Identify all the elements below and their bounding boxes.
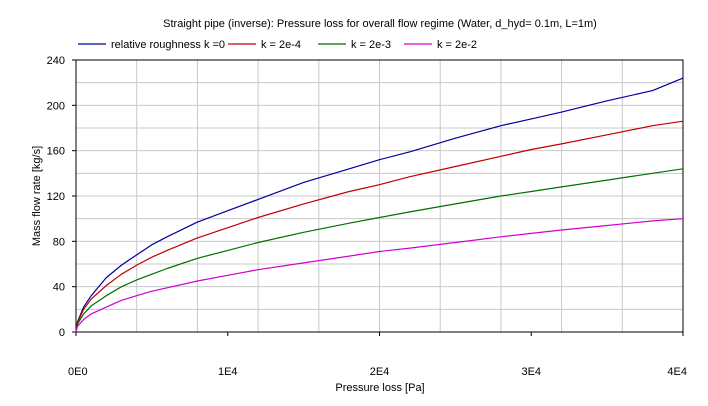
series-group bbox=[75, 77, 684, 333]
series-line-2 bbox=[75, 120, 684, 333]
x-axis-label: Pressure loss [Pa] bbox=[335, 382, 424, 394]
y-tick-label: 0 bbox=[59, 327, 65, 339]
y-tick-label: 120 bbox=[47, 191, 65, 203]
x-tick-label: 4E4 bbox=[667, 366, 687, 378]
legend-label: k = 2e-4 bbox=[261, 39, 301, 51]
series-line-1 bbox=[75, 77, 684, 333]
y-tick-label: 240 bbox=[47, 55, 65, 67]
legend-label: k = 2e-3 bbox=[351, 39, 391, 51]
y-axis-label: Mass flow rate [kg/s] bbox=[31, 146, 43, 246]
y-tick-label: 200 bbox=[47, 100, 65, 112]
series-line-3 bbox=[75, 168, 684, 333]
x-tick-label: 2E4 bbox=[370, 366, 390, 378]
y-tick-label: 160 bbox=[47, 146, 65, 158]
chart-title: Straight pipe (inverse): Pressure loss f… bbox=[163, 18, 597, 30]
x-tick-label: 3E4 bbox=[521, 366, 541, 378]
y-tick-label: 80 bbox=[53, 236, 65, 248]
grid bbox=[76, 60, 683, 332]
x-tick-label: 0E0 bbox=[68, 366, 88, 378]
series-line-4 bbox=[75, 218, 684, 333]
y-tick-label: 40 bbox=[53, 282, 65, 294]
x-tick-label: 1E4 bbox=[218, 366, 238, 378]
legend-label: k = 2e-2 bbox=[437, 39, 477, 51]
axis-ticks: 0E0 1E4 2E4 3E4 4E4 0 40 80 120 160 200 240 bbox=[47, 55, 687, 378]
legend: relative roughness k =0 k = 2e-4 k = 2e-3 k… bbox=[78, 39, 477, 51]
legend-label: relative roughness k =0 bbox=[111, 39, 225, 51]
